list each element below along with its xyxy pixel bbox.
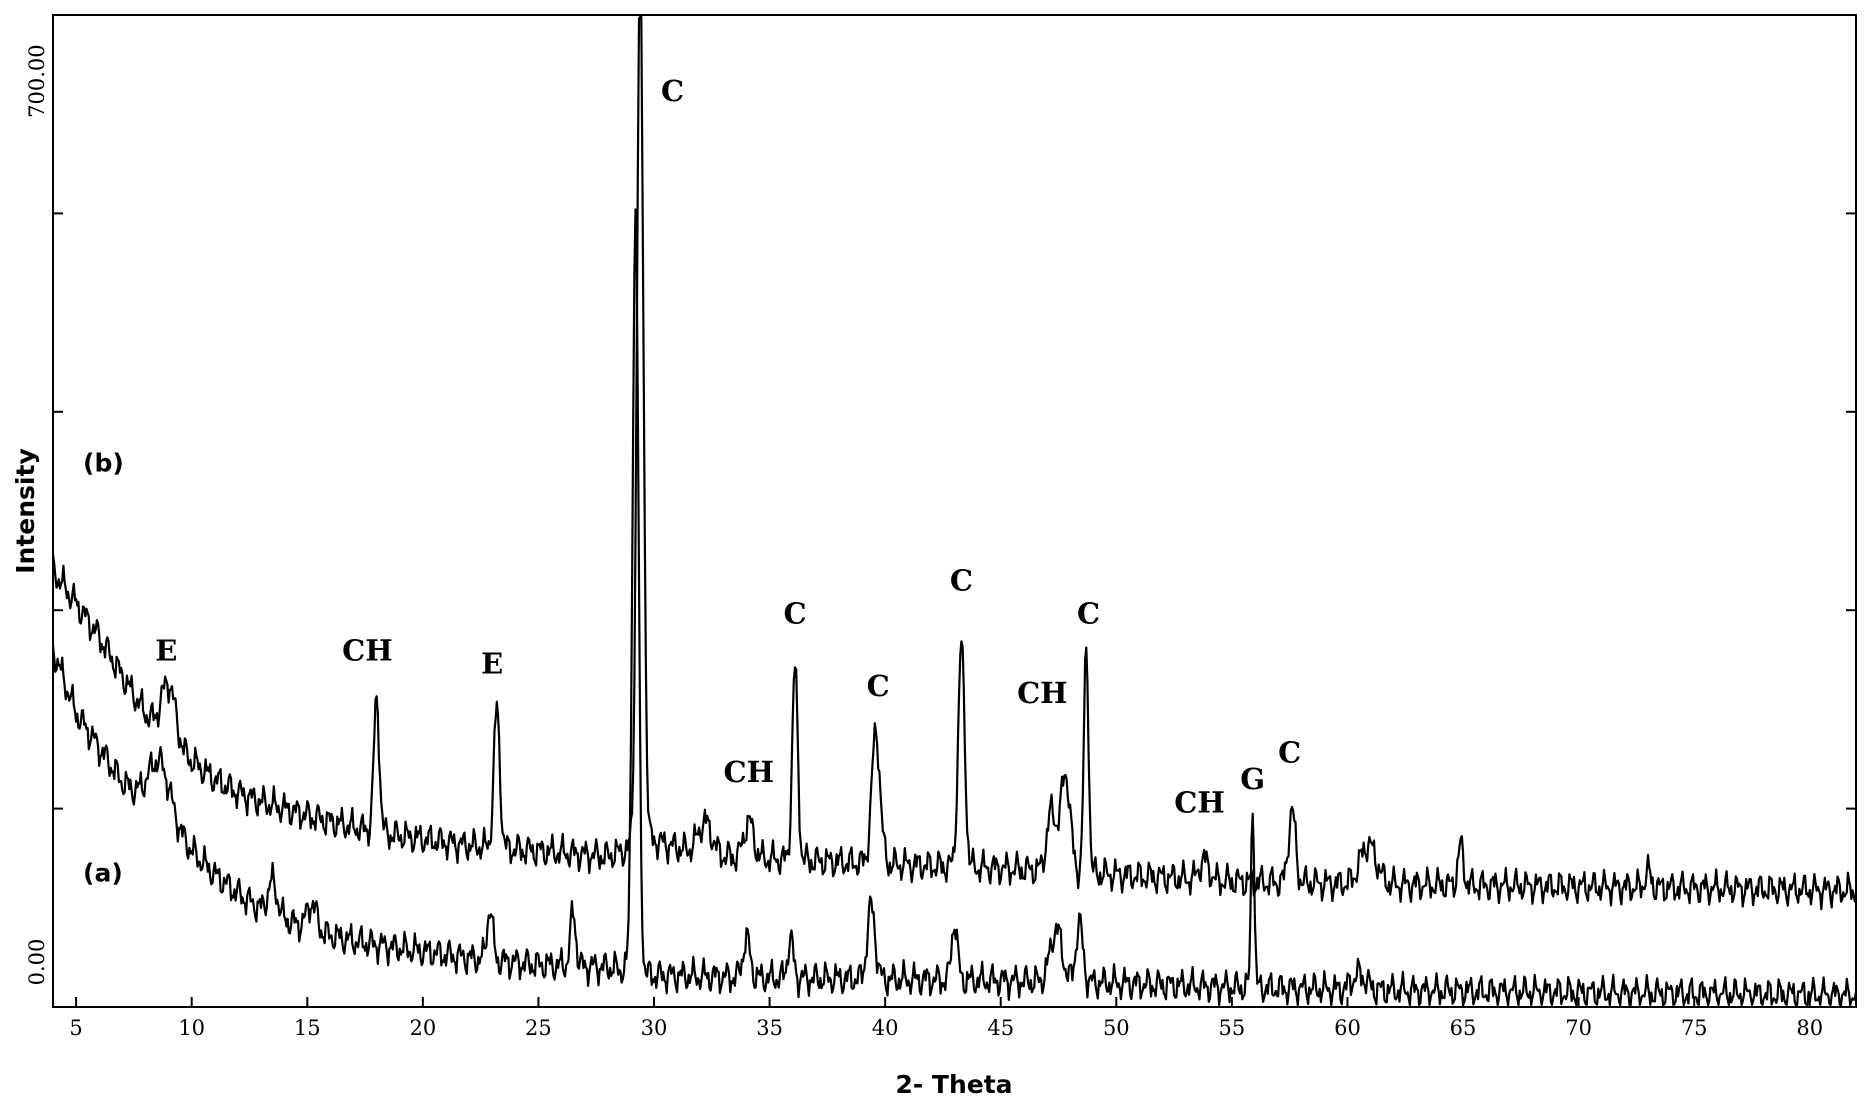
peak-label: E — [481, 647, 503, 681]
x-tick-label: 60 — [1334, 1016, 1361, 1040]
series-label: (b) — [83, 448, 124, 477]
x-tick-label: 20 — [409, 1016, 436, 1040]
y-tick-label: 700.00 — [25, 44, 49, 117]
x-tick-label: 5 — [69, 1016, 82, 1040]
x-tick-label: 50 — [1103, 1016, 1130, 1040]
peak-label: CH — [724, 755, 774, 789]
x-tick-label: 70 — [1565, 1016, 1592, 1040]
x-tick-label: 25 — [525, 1016, 552, 1040]
x-tick-label: 45 — [987, 1016, 1014, 1040]
x-tick-label: 80 — [1796, 1016, 1823, 1040]
x-tick-label: 75 — [1681, 1016, 1708, 1040]
x-tick-label: 10 — [178, 1016, 205, 1040]
series-lines — [51, 15, 1858, 1007]
x-axis-title: 2- Theta — [895, 1070, 1012, 1099]
peak-label: C — [867, 669, 890, 703]
series-line-1 — [51, 15, 1857, 911]
series-line-0 — [51, 208, 1858, 1007]
peak-label: G — [1240, 762, 1265, 796]
peak-label: CH — [1017, 676, 1067, 710]
plot-frame — [52, 14, 1857, 1008]
x-tick-label: 65 — [1450, 1016, 1477, 1040]
peak-label: C — [661, 74, 684, 108]
peak-label: CH — [1174, 786, 1224, 820]
peak-label: C — [1077, 596, 1100, 630]
y-axis-title: Intensity — [11, 448, 40, 574]
peak-label: E — [155, 633, 177, 667]
peak-label: CH — [342, 633, 392, 667]
x-tick-label: 55 — [1219, 1016, 1246, 1040]
peak-label: C — [783, 596, 806, 630]
y-tick-label: 0.00 — [25, 939, 49, 986]
axis-ticks: 5 10 15 20 25 30 35 40 45 50 55 60 65 70 75 80 0.00 700.0… — [25, 14, 1856, 1040]
peak-label: C — [1278, 735, 1301, 769]
x-tick-label: 15 — [294, 1016, 321, 1040]
series-label: (a) — [83, 858, 123, 887]
x-tick-label: 40 — [872, 1016, 899, 1040]
x-tick-label: 30 — [641, 1016, 668, 1040]
peak-label: C — [950, 563, 973, 597]
x-tick-label: 35 — [756, 1016, 783, 1040]
